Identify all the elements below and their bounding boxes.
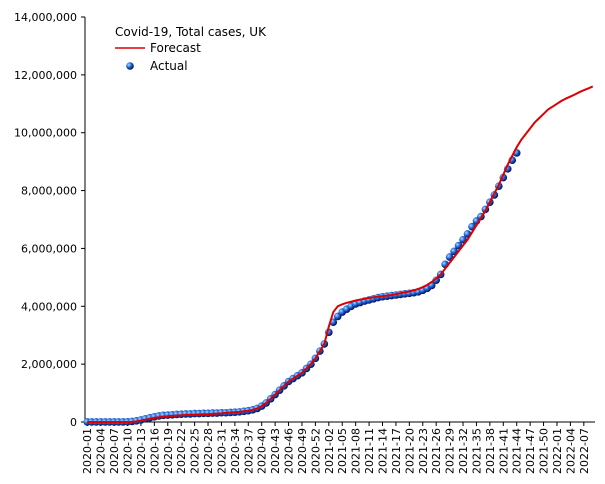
x-tick-label: 2020-19: [162, 428, 175, 474]
x-tick-label: 2021-41: [497, 428, 510, 474]
y-tick-label: 0: [70, 416, 77, 429]
x-tick-label: 2020-04: [95, 428, 108, 474]
x-tick-label: 2020-40: [256, 428, 269, 474]
x-tick-label: 2020-16: [148, 428, 161, 474]
x-tick-label: 2022-07: [578, 428, 591, 474]
x-tick-label: 2021-26: [430, 428, 443, 474]
actual-dot: [432, 276, 440, 285]
x-tick-label: 2021-38: [484, 428, 497, 474]
forecast-line: [87, 85, 594, 423]
x-tick-label: 2021-20: [403, 428, 416, 474]
y-tick-label: 2,000,000: [21, 358, 77, 371]
x-tick-label: 2020-13: [135, 428, 148, 474]
x-tick-label: 2020-07: [108, 428, 121, 474]
x-tick-label: 2022-01: [551, 428, 564, 474]
x-tick-label: 2021-05: [336, 428, 349, 474]
x-tick-label: 2021-29: [444, 428, 457, 474]
x-tick-label: 2022-04: [564, 428, 577, 474]
legend-title: Covid-19, Total cases, UK: [115, 25, 267, 39]
x-tick-label: 2021-50: [538, 428, 551, 474]
y-tick-label: 8,000,000: [21, 185, 77, 198]
legend-label: Forecast: [150, 41, 201, 55]
x-tick-label: 2021-08: [350, 428, 363, 474]
x-tick-label: 2021-35: [470, 428, 483, 474]
x-tick-label: 2020-01: [81, 428, 94, 474]
y-tick-label: 10,000,000: [14, 127, 77, 140]
x-tick-label: 2020-49: [296, 428, 309, 474]
x-tick-label: 2020-28: [202, 428, 215, 474]
x-tick-label: 2021-23: [417, 428, 430, 474]
x-tick-label: 2020-10: [122, 428, 135, 474]
x-tick-label: 2021-11: [363, 428, 376, 474]
x-tick-label: 2020-43: [269, 428, 282, 474]
legend-dot: [126, 62, 134, 70]
legend-label: Actual: [150, 59, 188, 73]
x-tick-label: 2020-46: [283, 428, 296, 474]
x-tick-label: 2021-32: [457, 428, 470, 474]
y-tick-label: 6,000,000: [21, 242, 77, 255]
x-tick-label: 2021-47: [524, 428, 537, 474]
y-tick-label: 4,000,000: [21, 300, 77, 313]
x-tick-label: 2020-25: [189, 428, 202, 474]
x-tick-label: 2021-17: [390, 428, 403, 474]
x-tick-label: 2020-34: [229, 428, 242, 474]
x-tick-label: 2021-02: [323, 428, 336, 474]
x-tick-label: 2020-37: [242, 428, 255, 474]
x-tick-label: 2021-14: [377, 428, 390, 474]
x-tick-label: 2021-44: [511, 428, 524, 474]
y-tick-label: 12,000,000: [14, 69, 77, 82]
x-tick-label: 2020-52: [309, 428, 322, 474]
x-tick-label: 2020-22: [175, 428, 188, 474]
y-tick-label: 14,000,000: [14, 11, 77, 24]
x-tick-label: 2020-31: [215, 428, 228, 474]
